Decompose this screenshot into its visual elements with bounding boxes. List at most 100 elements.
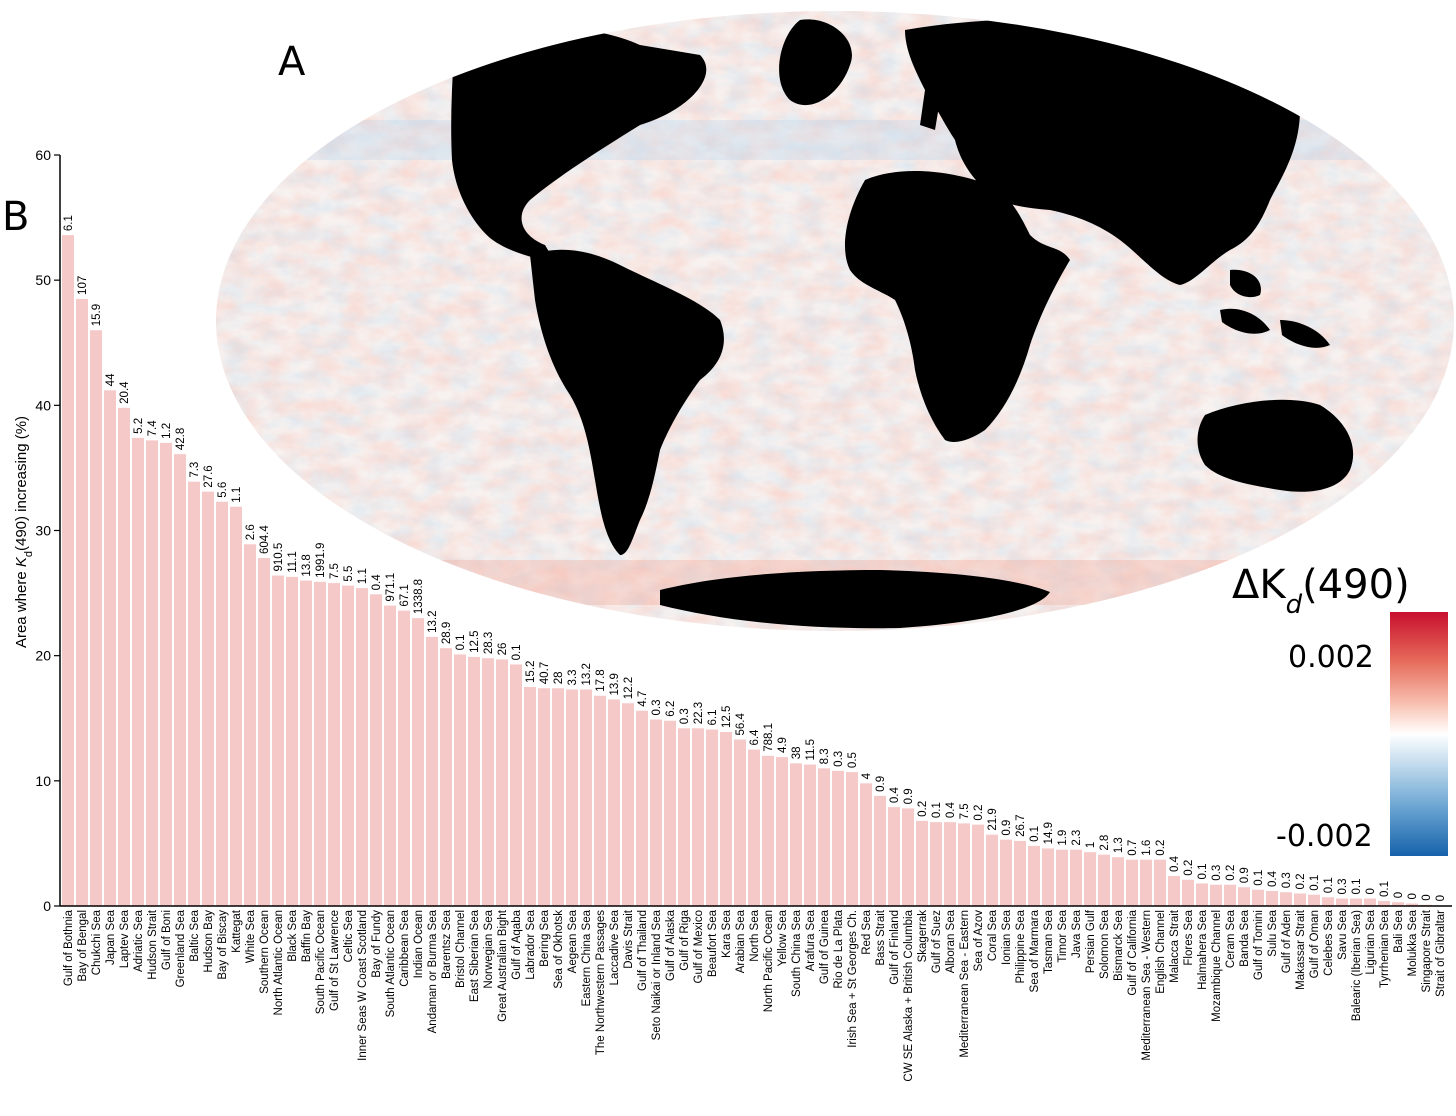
x-category-label: Gulf of Bothnia (63, 909, 75, 986)
bar (188, 481, 200, 906)
x-category-label: Labrador Sea (525, 909, 537, 979)
bar (846, 772, 858, 906)
bar-value-label: 7.3 (189, 462, 201, 478)
bar-value-label: 2.8 (1099, 835, 1111, 851)
x-category-label: Celtic Sea (343, 909, 355, 962)
bar-value-label: 788.1 (763, 723, 775, 752)
y-tick-label: 40 (35, 397, 51, 413)
x-category-label: North Atlantic Ocean (273, 910, 285, 1015)
bar-chart: B Area where Kd(490) increasing (%) 0102… (2, 147, 1452, 1082)
bar (1056, 849, 1068, 906)
x-category-label: Aegean Sea (567, 909, 579, 973)
bar-value-label: 0.3 (1337, 878, 1349, 894)
bar (874, 795, 886, 906)
x-category-label: Ceram Sea (1225, 909, 1237, 968)
x-category-label: Red Sea (861, 909, 873, 954)
x-category-label: Gulf of St Lawrence (329, 910, 341, 1011)
bar (398, 610, 410, 906)
bar-value-label: 0.4 (889, 787, 901, 804)
bar (1182, 879, 1194, 906)
bar-value-label: 0.5 (847, 752, 859, 768)
x-category-label: Bering Sea (539, 909, 551, 967)
bar-value-label: 12.2 (623, 677, 635, 699)
x-category-label: Southern Ocean (259, 910, 271, 994)
bar-value-label: 42.8 (175, 428, 187, 450)
bar (1406, 903, 1418, 906)
bar (1266, 890, 1278, 906)
bar (1252, 889, 1264, 906)
x-category-label: Laptev Sea (119, 909, 131, 968)
y-tick-label: 0 (43, 898, 51, 914)
bar (748, 749, 760, 906)
bar-value-label: 13.9 (609, 673, 621, 695)
x-category-label: Bristol Channel (455, 910, 467, 988)
x-category-label: Gulf of Oman (1309, 910, 1321, 978)
bar (1392, 902, 1404, 906)
bar-value-label: 0.9 (1239, 867, 1251, 883)
bar-value-label: 7.5 (959, 803, 971, 819)
bar-value-label: 0.4 (945, 802, 957, 819)
bar (804, 764, 816, 906)
x-category-label: Mediterranean Sea - Eastern (959, 910, 971, 1058)
x-category-label: Arabian Sea (735, 909, 747, 973)
bar-value-label: 0.3 (833, 751, 845, 767)
bar-value-label: 1.1 (231, 487, 243, 503)
world-map: A ΔKd(490) 0.002 -0.002 (216, 11, 1454, 856)
bar (706, 729, 718, 906)
bar (1168, 875, 1180, 906)
bar-value-label: 0.2 (1155, 840, 1167, 856)
x-category-label: Celebes Sea (1323, 909, 1335, 975)
bar (314, 581, 326, 906)
bar (510, 664, 522, 906)
x-category-label: Ionian Sea (1001, 909, 1013, 965)
x-category-label: Malacca Strait (1169, 909, 1181, 983)
x-category-label: Laccadive Sea (609, 909, 621, 985)
bar-value-label: 4.7 (637, 691, 649, 707)
bar (930, 822, 942, 906)
bar (286, 576, 298, 906)
bar (216, 501, 228, 906)
bar (1196, 883, 1208, 906)
x-category-label: Bay of Fundy (371, 910, 383, 978)
bar (1238, 887, 1250, 906)
x-category-label: Kattegat (231, 909, 243, 953)
bar (678, 728, 690, 906)
bar (104, 390, 116, 906)
x-category-label: Sea of Okhotsk (553, 910, 565, 989)
bar (762, 755, 774, 906)
bar-value-label: 8.3 (819, 748, 831, 764)
bar (76, 298, 88, 907)
x-category-label: English Channel (1155, 910, 1167, 994)
x-category-label: Davis Strait (623, 909, 635, 969)
bar-value-label: 13.2 (427, 611, 439, 633)
bar (1126, 859, 1138, 906)
bar (230, 506, 242, 906)
x-category-label: Japan Sea (105, 909, 117, 965)
bar-value-label: 0 (1421, 894, 1433, 900)
bar-value-label: 13.2 (581, 663, 593, 685)
x-category-label: Strait of Gibraltar (1435, 910, 1447, 997)
x-category-label: Mediterranean Sea - Western (1141, 910, 1153, 1061)
bar-value-label: 44 (105, 373, 117, 386)
bar (440, 648, 452, 906)
x-category-label: Timor Sea (1057, 909, 1069, 962)
x-category-label: Singapore Strait (1421, 909, 1433, 992)
bar (300, 580, 312, 906)
x-category-label: Gulf of Riga (679, 909, 691, 970)
bar-value-label: 0.1 (455, 634, 467, 650)
bar-value-label: 1991.9 (315, 543, 327, 578)
bar (1322, 897, 1334, 906)
bar (342, 585, 354, 906)
bar (454, 654, 466, 906)
bar-value-label: 4.9 (777, 737, 789, 753)
x-category-label: Irish Sea + St Georges Ch. (847, 910, 859, 1048)
land-masses (451, 18, 1354, 629)
bar-value-label: 17.8 (595, 669, 607, 691)
bar-value-label: 5.5 (343, 566, 355, 582)
x-category-label: Norwegian Sea (483, 909, 495, 988)
bar-value-label: 0.9 (875, 776, 887, 792)
x-category-label: Indian Ocean (413, 910, 425, 978)
bar-value-label: 0.3 (1211, 865, 1223, 881)
x-category-label: Bali Sea (1393, 909, 1405, 952)
